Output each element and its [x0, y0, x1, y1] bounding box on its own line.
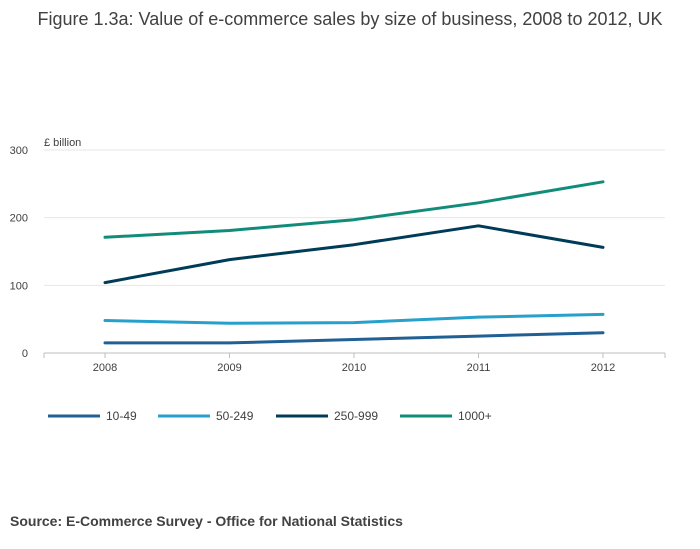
- source-note: Source: E-Commerce Survey - Office for N…: [10, 513, 403, 529]
- x-tick-label: 2011: [467, 362, 491, 374]
- series-line-1000+: [103, 180, 605, 239]
- chart-title: Figure 1.3a: Value of e-commerce sales b…: [37, 9, 663, 29]
- x-tick-label: 2012: [591, 362, 615, 374]
- x-tick-label: 2009: [217, 362, 241, 374]
- x-axis: 2008 2009 2010 2011 2012: [43, 353, 666, 374]
- series-line-10-49: [103, 331, 605, 345]
- series-line-250-999: [103, 224, 605, 285]
- y-axis-unit-label: £ billion: [44, 137, 81, 149]
- y-tick-label: 100: [10, 280, 28, 292]
- series-line-50-249: [103, 312, 605, 325]
- series-lines: [103, 180, 605, 345]
- legend-label-250-999[interactable]: 250-999: [334, 409, 378, 423]
- legend-label-1000+[interactable]: 1000+: [458, 409, 492, 423]
- y-tick-label: 300: [10, 145, 28, 157]
- x-tick-label: 2008: [93, 362, 117, 374]
- y-tick-label: 0: [22, 348, 28, 360]
- legend-label-10-49[interactable]: 10-49: [106, 409, 137, 423]
- legend: 10-49 50-249 250-999 1000+: [48, 409, 492, 423]
- legend-label-50-249[interactable]: 50-249: [216, 409, 254, 423]
- y-tick-label: 200: [10, 213, 28, 225]
- x-tick-label: 2010: [342, 362, 366, 374]
- y-axis: 0 100 200 300: [10, 145, 28, 360]
